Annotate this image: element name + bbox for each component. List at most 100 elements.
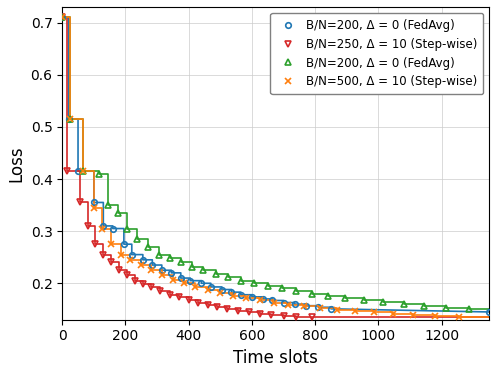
B/N=200, Δ = 0 (FedAvg) xyxy=(380,300,386,304)
B/N=200, Δ = 0 (FedAvg) xyxy=(156,252,162,257)
B/N=200, Δ = 0 (FedAvg) xyxy=(486,310,492,314)
B/N=200, Δ = 0 (FedAvg) xyxy=(178,260,184,265)
B/N=500, Δ = 10 (Step-wise) xyxy=(67,117,73,121)
B/N=250, Δ = 10 (Step-wise) xyxy=(257,311,263,316)
B/N=200, Δ = 0 (FedAvg) xyxy=(159,268,165,273)
B/N=250, Δ = 10 (Step-wise) xyxy=(148,285,154,290)
B/N=500, Δ = 10 (Step-wise) xyxy=(257,298,263,303)
B/N=500, Δ = 10 (Step-wise) xyxy=(410,312,416,317)
B/N=200, Δ = 0 (FedAvg) xyxy=(187,278,193,283)
B/N=500, Δ = 10 (Step-wise) xyxy=(80,169,86,174)
B/N=200, Δ = 0 (FedAvg) xyxy=(315,305,321,310)
B/N=500, Δ = 10 (Step-wise) xyxy=(181,281,187,285)
B/N=200, Δ = 0 (FedAvg) xyxy=(238,292,244,297)
B/N=200, Δ = 0 (FedAvg) xyxy=(213,272,219,276)
B/N=200, Δ = 0 (FedAvg) xyxy=(149,263,155,267)
B/N=200, Δ = 0 (FedAvg) xyxy=(80,169,86,174)
B/N=500, Δ = 10 (Step-wise) xyxy=(230,294,236,298)
B/N=250, Δ = 10 (Step-wise) xyxy=(157,289,163,293)
B/N=200, Δ = 0 (FedAvg) xyxy=(466,307,472,312)
B/N=250, Δ = 10 (Step-wise) xyxy=(281,313,287,318)
Legend: B/N=200, Δ = 0 (FedAvg), B/N=250, Δ = 10 (Step-wise), B/N=200, Δ = 0 (FedAvg), B: B/N=200, Δ = 0 (FedAvg), B/N=250, Δ = 10… xyxy=(270,13,483,94)
B/N=500, Δ = 10 (Step-wise) xyxy=(271,300,277,305)
B/N=200, Δ = 0 (FedAvg) xyxy=(124,226,130,231)
B/N=200, Δ = 0 (FedAvg) xyxy=(293,289,299,293)
B/N=250, Δ = 10 (Step-wise) xyxy=(92,242,98,246)
B/N=500, Δ = 10 (Step-wise) xyxy=(334,308,340,312)
B/N=200, Δ = 0 (FedAvg) xyxy=(133,237,139,241)
B/N=500, Δ = 10 (Step-wise) xyxy=(371,310,376,315)
B/N=250, Δ = 10 (Step-wise) xyxy=(64,169,70,174)
B/N=200, Δ = 0 (FedAvg) xyxy=(59,15,65,19)
B/N=250, Δ = 10 (Step-wise) xyxy=(167,292,173,297)
B/N=200, Δ = 0 (FedAvg) xyxy=(59,15,65,19)
B/N=200, Δ = 0 (FedAvg) xyxy=(421,304,427,309)
B/N=200, Δ = 0 (FedAvg) xyxy=(200,268,206,273)
B/N=250, Δ = 10 (Step-wise) xyxy=(268,312,274,317)
B/N=200, Δ = 0 (FedAvg) xyxy=(219,287,225,292)
B/N=200, Δ = 0 (FedAvg) xyxy=(228,290,234,294)
B/N=250, Δ = 10 (Step-wise) xyxy=(84,224,90,228)
B/N=500, Δ = 10 (Step-wise) xyxy=(108,242,114,246)
B/N=200, Δ = 0 (FedAvg) xyxy=(303,303,309,308)
B/N=200, Δ = 0 (FedAvg) xyxy=(328,307,334,311)
B/N=200, Δ = 0 (FedAvg) xyxy=(225,275,231,279)
B/N=250, Δ = 10 (Step-wise) xyxy=(309,315,315,319)
B/N=250, Δ = 10 (Step-wise) xyxy=(195,300,201,305)
B/N=200, Δ = 0 (FedAvg) xyxy=(178,276,184,280)
B/N=200, Δ = 0 (FedAvg) xyxy=(121,242,127,246)
Y-axis label: Loss: Loss xyxy=(7,145,25,182)
B/N=200, Δ = 0 (FedAvg) xyxy=(168,271,174,275)
B/N=200, Δ = 0 (FedAvg) xyxy=(401,302,407,306)
B/N=250, Δ = 10 (Step-wise) xyxy=(124,273,130,278)
B/N=200, Δ = 0 (FedAvg) xyxy=(129,252,135,257)
B/N=200, Δ = 0 (FedAvg) xyxy=(325,294,331,298)
B/N=250, Δ = 10 (Step-wise) xyxy=(108,260,114,265)
B/N=500, Δ = 10 (Step-wise) xyxy=(159,273,165,278)
B/N=250, Δ = 10 (Step-wise) xyxy=(224,307,230,312)
B/N=250, Δ = 10 (Step-wise) xyxy=(214,305,220,310)
B/N=200, Δ = 0 (FedAvg) xyxy=(105,203,111,207)
B/N=200, Δ = 0 (FedAvg) xyxy=(167,256,173,261)
B/N=500, Δ = 10 (Step-wise) xyxy=(91,205,97,210)
B/N=250, Δ = 10 (Step-wise) xyxy=(293,315,299,319)
B/N=200, Δ = 0 (FedAvg) xyxy=(292,302,298,306)
X-axis label: Time slots: Time slots xyxy=(233,349,318,367)
B/N=250, Δ = 10 (Step-wise) xyxy=(116,268,122,273)
B/N=200, Δ = 0 (FedAvg) xyxy=(115,211,121,215)
B/N=200, Δ = 0 (FedAvg) xyxy=(342,295,348,300)
B/N=250, Δ = 10 (Step-wise) xyxy=(59,15,65,19)
B/N=250, Δ = 10 (Step-wise) xyxy=(77,200,83,205)
B/N=500, Δ = 10 (Step-wise) xyxy=(138,263,144,267)
B/N=200, Δ = 0 (FedAvg) xyxy=(269,298,275,303)
B/N=200, Δ = 0 (FedAvg) xyxy=(361,298,367,302)
B/N=500, Δ = 10 (Step-wise) xyxy=(352,309,358,314)
B/N=200, Δ = 0 (FedAvg) xyxy=(279,286,285,291)
B/N=200, Δ = 0 (FedAvg) xyxy=(145,245,151,249)
B/N=500, Δ = 10 (Step-wise) xyxy=(217,291,223,295)
B/N=200, Δ = 0 (FedAvg) xyxy=(249,295,255,299)
B/N=500, Δ = 10 (Step-wise) xyxy=(433,313,438,318)
B/N=200, Δ = 0 (FedAvg) xyxy=(100,224,106,228)
B/N=500, Δ = 10 (Step-wise) xyxy=(170,278,176,282)
B/N=200, Δ = 0 (FedAvg) xyxy=(96,172,102,176)
B/N=500, Δ = 10 (Step-wise) xyxy=(301,304,307,309)
Line: B/N=200, Δ = 0 (FedAvg): B/N=200, Δ = 0 (FedAvg) xyxy=(60,15,492,315)
B/N=200, Δ = 0 (FedAvg) xyxy=(189,264,195,269)
B/N=250, Δ = 10 (Step-wise) xyxy=(246,310,252,315)
B/N=500, Δ = 10 (Step-wise) xyxy=(59,15,65,19)
B/N=200, Δ = 0 (FedAvg) xyxy=(140,258,146,262)
B/N=200, Δ = 0 (FedAvg) xyxy=(91,200,97,205)
B/N=500, Δ = 10 (Step-wise) xyxy=(99,226,105,231)
B/N=250, Δ = 10 (Step-wise) xyxy=(205,303,211,307)
B/N=200, Δ = 0 (FedAvg) xyxy=(443,306,449,310)
B/N=500, Δ = 10 (Step-wise) xyxy=(205,288,211,292)
B/N=200, Δ = 0 (FedAvg) xyxy=(265,283,271,288)
B/N=500, Δ = 10 (Step-wise) xyxy=(456,315,462,319)
B/N=500, Δ = 10 (Step-wise) xyxy=(285,303,291,307)
B/N=200, Δ = 0 (FedAvg) xyxy=(110,226,116,231)
B/N=200, Δ = 0 (FedAvg) xyxy=(260,297,266,301)
B/N=200, Δ = 0 (FedAvg) xyxy=(208,285,214,289)
B/N=250, Δ = 10 (Step-wise) xyxy=(100,252,106,257)
B/N=500, Δ = 10 (Step-wise) xyxy=(317,306,323,310)
